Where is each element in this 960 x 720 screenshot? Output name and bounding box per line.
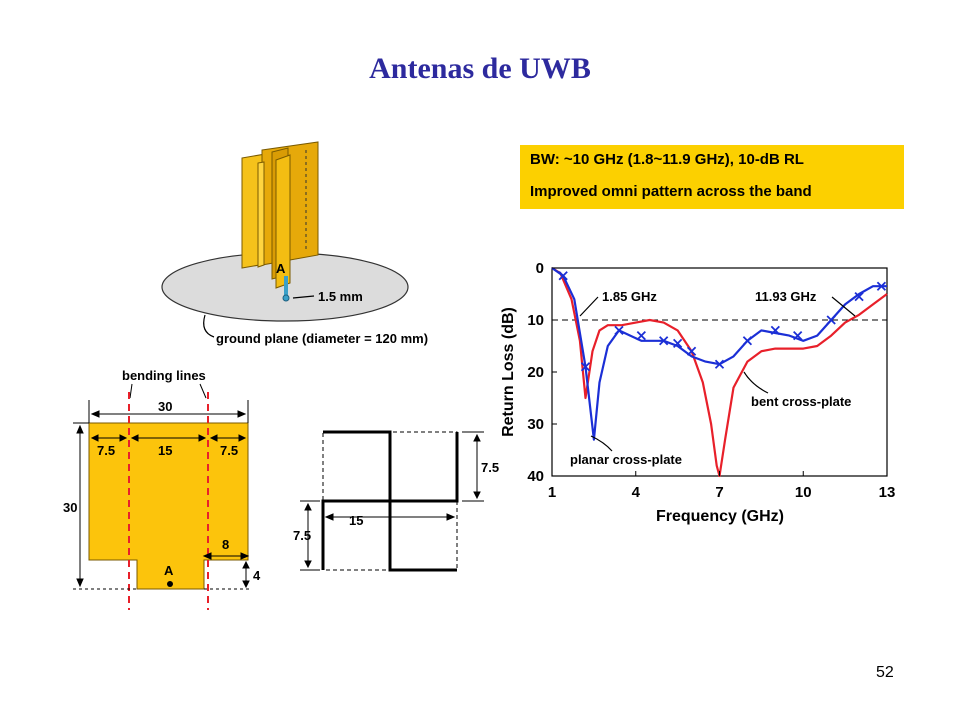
top-view-bottom-dim-label: 15 [349,513,363,528]
x-tick-label: 13 [879,484,896,501]
cross-plate-3d [241,141,319,289]
x-tick-label: 10 [795,484,812,501]
series-marker-x [876,281,887,291]
feed-diameter-callout [292,295,315,299]
feed-probe [282,276,290,302]
info-box: BW: ~10 GHz (1.8~11.9 GHz), 10-dB RL Imp… [520,145,904,209]
series-marker-x [742,336,753,346]
plate-right-section-label: 7.5 [220,443,238,458]
series-marker-x [826,315,836,325]
return-loss-chart: 1 4 7 10 13 0 10 20 30 40 Frequency (GHz) Return … [500,260,895,525]
plate-width-label: 30 [158,399,172,414]
chart-plot-area [551,267,888,477]
feed-diameter-label: 1.5 mm [318,289,363,304]
series-marker-x [672,338,683,349]
series-marker-x [614,325,624,336]
x-tick-label: 4 [632,484,641,501]
series-planar-cross-plate-line [551,267,887,441]
bending-lines-pointer-left [129,383,133,399]
series-bent-cross-plate-line [551,267,888,478]
y-tick-label: 0 [536,260,544,277]
plate-feed-label: A [164,563,174,578]
info-line-omni-pattern: Improved omni pattern across the band [530,183,812,200]
series-marker-x [659,336,669,346]
ground-plane-callout [203,314,215,338]
bending-lines-pointer-right [199,383,207,399]
plate-center-section-label: 15 [158,443,172,458]
plate-dimension-lines [73,400,252,590]
series-marker-x [854,291,864,302]
notch-width-label: 8 [222,537,229,552]
x-tick-label: 1 [548,484,556,501]
series-marker-x [714,359,725,369]
series-marker-x [686,346,697,356]
annotation-1-85-ghz: 1.85 GHz [602,289,657,304]
bending-lines-label: bending lines [122,368,206,383]
top-view-dimension-lines [300,431,484,571]
chart-x-axis-label: Frequency (GHz) [656,508,784,525]
annotation-planar-cross-plate: planar cross-plate [570,452,682,467]
top-view-right-dim-label: 7.5 [481,460,499,475]
slide-number: 52 [876,664,894,681]
series-marker-x [793,330,803,341]
antenna-feed-label: A [276,261,286,276]
y-tick-label: 10 [527,312,544,329]
chart-annotation-pointers [579,296,856,452]
series-marker-x [558,271,568,281]
annotation-bent-cross-plate: bent cross-plate [751,394,851,409]
series-marker-x [636,330,646,341]
slide-title: Antenas de UWB [369,52,591,85]
plate-height-label: 30 [63,500,77,515]
plate-left-section-label: 7.5 [97,443,115,458]
y-tick-label: 20 [527,364,544,381]
x-tick-label: 7 [715,484,723,501]
y-tick-label: 30 [527,416,544,433]
series-marker-x [580,362,591,372]
annotation-11-93-ghz: 11.93 GHz [755,289,817,304]
cross-top-view [321,430,459,572]
plate-feed-point [167,581,173,587]
info-line-bandwidth: BW: ~10 GHz (1.8~11.9 GHz), 10-dB RL [530,151,804,168]
series-marker-x [770,325,780,336]
ground-plane-label: ground plane (diameter = 120 mm) [216,331,428,346]
y-tick-label: 40 [527,468,544,485]
top-view-left-dim-label: 7.5 [293,528,311,543]
notch-height-label: 4 [253,568,261,583]
chart-y-axis-label: Return Loss (dB) [500,307,517,437]
